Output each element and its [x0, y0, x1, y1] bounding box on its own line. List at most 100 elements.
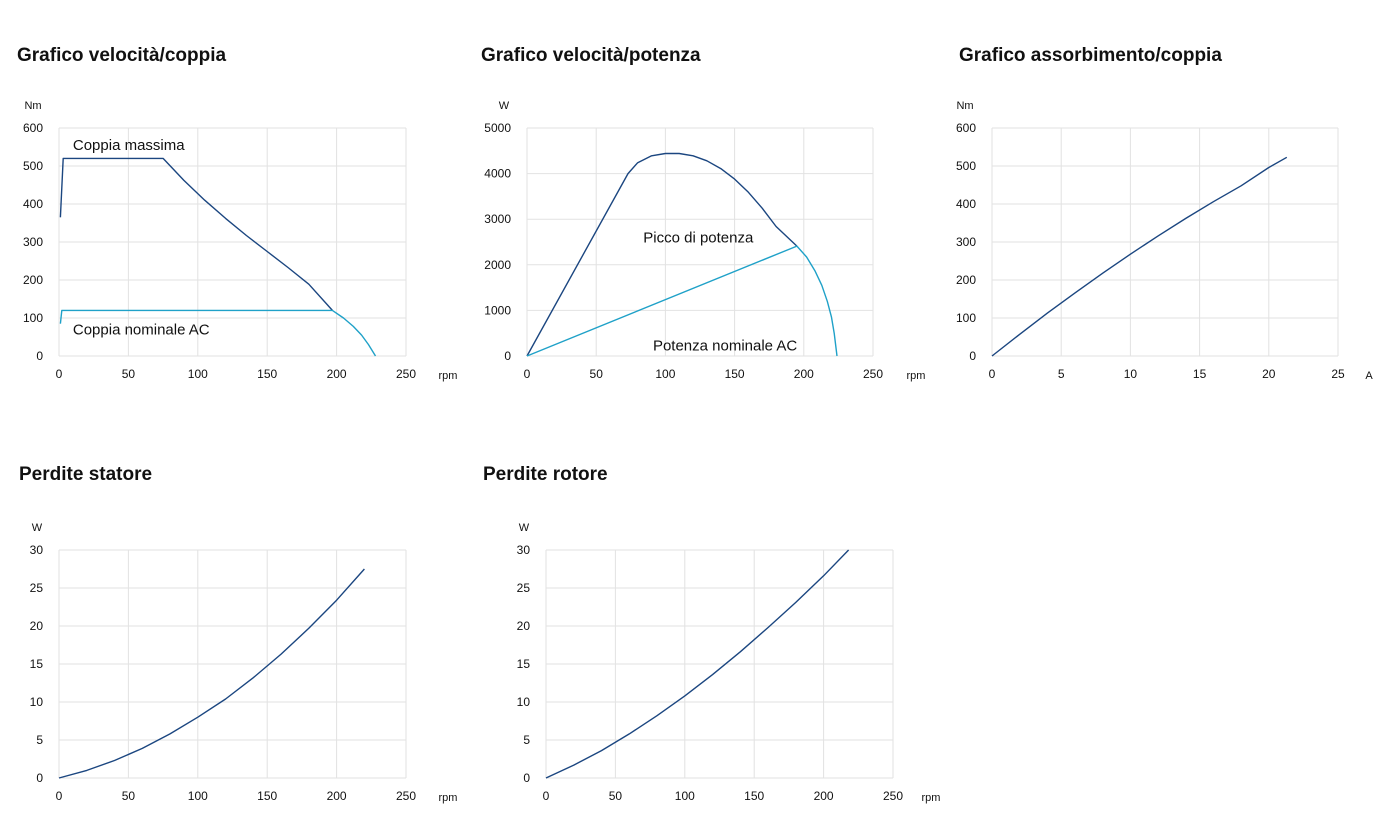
x-tick-label: 250	[883, 789, 903, 803]
x-tick-label: 0	[543, 789, 550, 803]
y-tick-label: 25	[30, 581, 44, 595]
chart-panel-speed-torque: Grafico velocità/coppia 0 50 100 150 200 250 0…	[0, 0, 465, 410]
chart-title: Perdite statore	[19, 464, 153, 485]
chart-title: Perdite rotore	[483, 464, 608, 485]
y-tick-label: 300	[956, 235, 976, 249]
speed-torque-chart: 0 50 100 150 200 250 0 100 200 300 400 500 600 Nm rpm C…	[23, 100, 458, 382]
y-tick-label: 30	[30, 543, 44, 557]
chart-panel-rotor-losses: Perdite rotore 0 50 100 150 200 250 0 5 10 15 20 25…	[483, 464, 941, 804]
y-tick-label: 25	[517, 581, 531, 595]
chart-annotation: Coppia nominale AC	[73, 321, 210, 338]
y-tick-label: 5000	[484, 121, 511, 135]
x-axis-label: A	[1365, 370, 1373, 382]
x-tick-label: 200	[814, 789, 834, 803]
current-torque-chart: 0 5 10 15 20 25 0 100 200 300 400 500 600 Nm A	[956, 100, 1373, 382]
chart-title: Grafico velocità/coppia	[17, 45, 227, 66]
y-tick-label: 20	[30, 619, 44, 633]
y-axis-label: W	[519, 522, 530, 534]
x-tick-label: 5	[1058, 367, 1065, 381]
chart-annotation: Picco di potenza	[643, 229, 754, 246]
x-tick-label: 0	[56, 367, 63, 381]
series-line	[526, 152, 798, 357]
series-line	[526, 245, 838, 357]
y-tick-label: 5	[523, 733, 530, 747]
series-line	[545, 549, 850, 779]
x-axis-label: rpm	[922, 792, 941, 804]
speed-power-chart: 0 50 100 150 200 250 0 1000 2000 3000 4000 5000 Wrpm…	[484, 100, 926, 382]
x-tick-label: 150	[257, 789, 277, 803]
y-axis-label: W	[499, 100, 510, 112]
x-tick-label: 150	[257, 367, 277, 381]
x-axis-label: rpm	[907, 370, 926, 382]
chart-title: Grafico velocità/potenza	[481, 45, 701, 66]
y-tick-label: 0	[36, 349, 43, 363]
y-tick-label: 0	[36, 771, 43, 785]
x-tick-label: 20	[1262, 367, 1276, 381]
y-tick-label: 4000	[484, 167, 511, 181]
y-tick-label: 2000	[484, 258, 511, 272]
chart-annotation: Potenza nominale AC	[653, 338, 797, 355]
x-tick-label: 100	[188, 789, 208, 803]
y-tick-label: 200	[956, 273, 976, 287]
y-tick-label: 10	[517, 695, 531, 709]
y-tick-label: 400	[956, 197, 976, 211]
y-tick-label: 15	[30, 657, 44, 671]
y-tick-label: 0	[523, 771, 530, 785]
y-tick-label: 0	[969, 349, 976, 363]
x-tick-label: 100	[675, 789, 695, 803]
y-tick-label: 500	[23, 159, 43, 173]
x-tick-label: 250	[396, 789, 416, 803]
x-axis-label: rpm	[439, 792, 458, 804]
y-tick-label: 200	[23, 273, 43, 287]
x-tick-label: 0	[989, 367, 996, 381]
y-tick-label: 100	[23, 311, 43, 325]
chart-annotation: Coppia massima	[73, 137, 185, 154]
x-tick-label: 200	[327, 367, 347, 381]
y-tick-label: 600	[956, 121, 976, 135]
x-tick-label: 250	[863, 367, 883, 381]
x-tick-label: 0	[56, 789, 63, 803]
x-tick-label: 100	[188, 367, 208, 381]
x-tick-label: 250	[396, 367, 416, 381]
x-tick-label: 150	[744, 789, 764, 803]
x-axis-label: rpm	[439, 370, 458, 382]
y-tick-label: 400	[23, 197, 43, 211]
y-tick-label: 15	[517, 657, 531, 671]
y-tick-label: 30	[517, 543, 531, 557]
chart-title: Grafico assorbimento/coppia	[959, 45, 1222, 66]
series-line	[991, 156, 1288, 357]
y-tick-label: 600	[23, 121, 43, 135]
y-tick-label: 3000	[484, 212, 511, 226]
y-tick-label: 500	[956, 159, 976, 173]
x-tick-label: 100	[655, 367, 675, 381]
y-axis-label: Nm	[24, 100, 41, 112]
x-tick-label: 25	[1331, 367, 1345, 381]
x-tick-label: 200	[327, 789, 347, 803]
x-tick-label: 150	[725, 367, 745, 381]
x-tick-label: 200	[794, 367, 814, 381]
y-tick-label: 100	[956, 311, 976, 325]
y-tick-label: 20	[517, 619, 531, 633]
y-tick-label: 300	[23, 235, 43, 249]
y-axis-label: Nm	[956, 100, 973, 112]
y-axis-label: W	[32, 522, 43, 534]
chart-panel-stator-losses: Perdite statore 0 50 100 150 200 250 0 5 10 15 20 2…	[0, 0, 465, 827]
series-line	[58, 568, 365, 779]
x-tick-label: 50	[122, 789, 136, 803]
x-tick-label: 0	[524, 367, 531, 381]
x-tick-label: 50	[609, 789, 623, 803]
y-tick-label: 0	[504, 349, 511, 363]
x-tick-label: 50	[122, 367, 136, 381]
y-tick-label: 1000	[484, 303, 511, 317]
chart-panel-speed-power: Grafico velocità/potenza 0 50 100 150 200 250…	[0, 0, 930, 410]
x-tick-label: 10	[1124, 367, 1138, 381]
series-line	[59, 157, 333, 311]
x-tick-label: 50	[590, 367, 604, 381]
series-line	[59, 309, 377, 357]
chart-panel-current-torque: Grafico assorbimento/coppia 0 5 10 15 20 25 0 1…	[0, 0, 1385, 410]
y-tick-label: 5	[36, 733, 43, 747]
y-tick-label: 10	[30, 695, 44, 709]
x-tick-label: 15	[1193, 367, 1207, 381]
